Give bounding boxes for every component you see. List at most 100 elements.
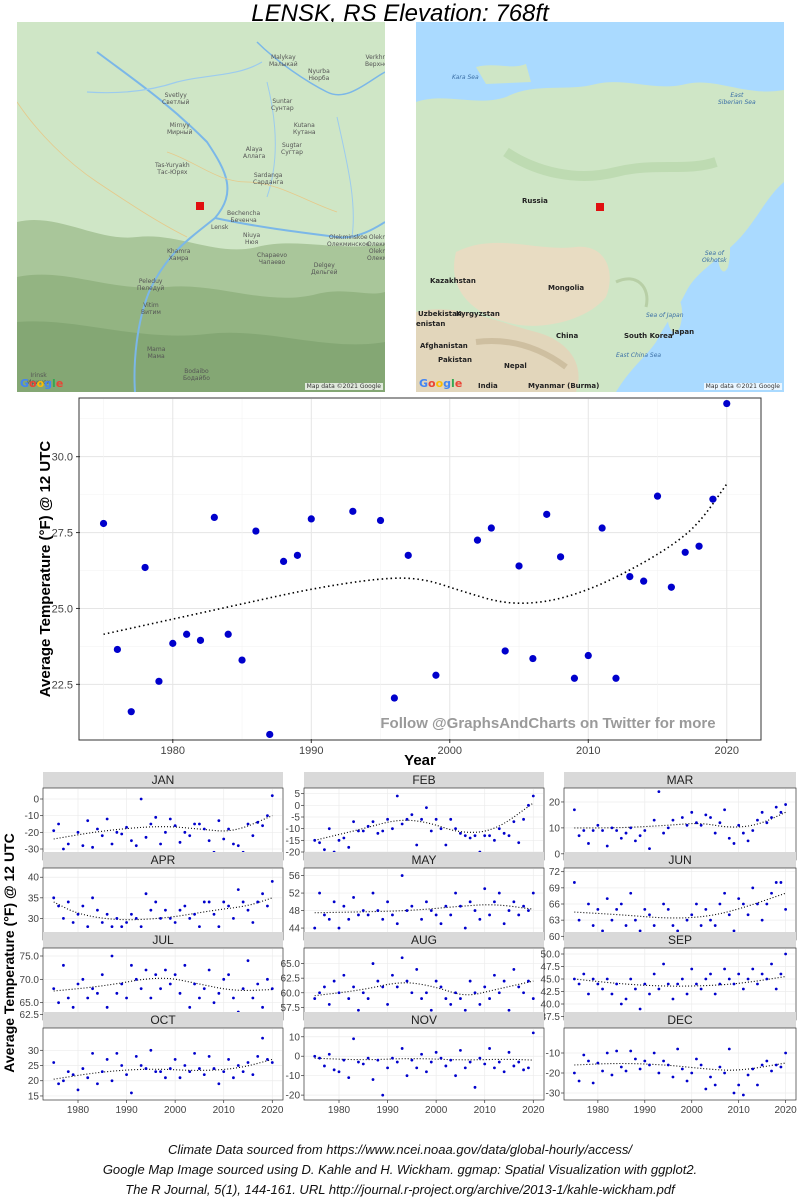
data-point [577, 834, 581, 838]
map-place-label: Bodaibo Бодайбо [183, 368, 210, 382]
data-point [410, 991, 414, 995]
data-point [522, 991, 525, 995]
x-tick-label: 2010 [213, 1105, 236, 1116]
data-point [671, 924, 675, 927]
data-point [425, 806, 428, 810]
data-point [232, 842, 235, 846]
data-point [643, 907, 647, 911]
month-panel: FEB 50-5-10-15-20 [286, 772, 545, 861]
data-point [746, 1073, 750, 1077]
data-point [366, 1056, 370, 1060]
map-place-label: Mirnyy Мирный [167, 122, 193, 136]
data-point [662, 831, 665, 835]
data-point [723, 967, 726, 971]
data-point [62, 1079, 65, 1083]
data-point [601, 1069, 604, 1073]
regional-map[interactable]: Malykay Малыкай Nyurba Нюрба Verkhnevilyuy… [17, 22, 385, 392]
data-point [439, 1056, 443, 1060]
map-country-label: China [556, 332, 579, 340]
data-point [251, 921, 255, 924]
data-point [497, 891, 501, 895]
data-point [531, 997, 535, 1000]
data-point [478, 917, 482, 921]
map-place-label: Mama Мама [147, 346, 166, 360]
data-point [662, 902, 665, 906]
data-point [572, 977, 576, 981]
data-point [468, 900, 472, 904]
y-tick-label: 65.0 [281, 959, 301, 970]
data-point [756, 982, 759, 986]
data-point [522, 1068, 525, 1072]
data-point [207, 968, 211, 972]
data-point [605, 897, 609, 901]
data-point [582, 829, 586, 832]
data-point [251, 1073, 255, 1077]
map-place-label: Niuya Нюя [243, 232, 261, 246]
data-point [154, 973, 158, 977]
y-tick-label: 62.5 [281, 974, 301, 985]
data-point [149, 996, 153, 1000]
data-point [727, 836, 731, 840]
data-point [463, 1066, 467, 1070]
data-point [293, 551, 302, 559]
data-point [71, 1005, 75, 1009]
data-point [737, 972, 741, 976]
month-strip [43, 932, 283, 948]
data-point [601, 829, 604, 832]
data-point [270, 987, 274, 991]
data-point [784, 803, 788, 806]
data-point [605, 977, 609, 981]
data-point [332, 1068, 336, 1072]
data-point [760, 810, 764, 814]
data-point [120, 925, 124, 929]
data-point [638, 1007, 642, 1011]
data-point [497, 827, 501, 831]
data-point [587, 1059, 590, 1063]
month-trend-line [53, 977, 273, 992]
data-point [376, 831, 380, 835]
overview-map[interactable]: Russia Kazakhstan Mongolia Uzbekistan Kyrgyz… [416, 22, 784, 392]
month-panel: SEP 50.047.5 45.042.5 40.037.5 [541, 932, 797, 1023]
data-point [690, 1071, 694, 1075]
data-point [139, 987, 143, 991]
data-point [634, 918, 637, 922]
data-point [134, 917, 138, 920]
data-point [596, 907, 600, 911]
data-point [261, 892, 264, 896]
data-point [779, 810, 783, 814]
data-point [130, 912, 133, 916]
data-point [178, 1076, 182, 1080]
data-point [357, 1060, 360, 1064]
data-point [507, 834, 511, 838]
caption-line: Google Map Image sourced using D. Kahle … [102, 1162, 698, 1177]
caption: Climate Data sourced from https://www.nc… [0, 1140, 800, 1200]
map-country-label: Afghanistan [420, 342, 468, 350]
data-point [196, 636, 205, 644]
data-point [193, 822, 196, 826]
data-point [154, 1070, 158, 1074]
data-point [756, 902, 759, 906]
data-point [366, 824, 370, 828]
month-title: MAY [411, 853, 436, 867]
data-point [444, 1064, 448, 1068]
data-point [52, 987, 56, 991]
data-point [222, 1070, 226, 1074]
x-tick-label: 1980 [67, 1105, 90, 1116]
month-strip [304, 1012, 544, 1028]
data-point [459, 904, 462, 908]
data-point [173, 973, 177, 977]
month-plot-panel [42, 787, 284, 861]
data-point [507, 1050, 511, 1054]
data-point [648, 913, 651, 917]
x-tick-label: 1980 [587, 1105, 610, 1116]
data-point [173, 1058, 177, 1061]
data-point [502, 979, 506, 983]
y-tick-label: 10 [549, 823, 561, 834]
data-point [352, 820, 355, 824]
data-point [139, 925, 143, 929]
map-country-label: Pakistan [438, 356, 472, 364]
data-point [582, 972, 586, 976]
data-point [347, 917, 351, 921]
data-point [483, 834, 487, 838]
data-point [615, 1049, 619, 1053]
